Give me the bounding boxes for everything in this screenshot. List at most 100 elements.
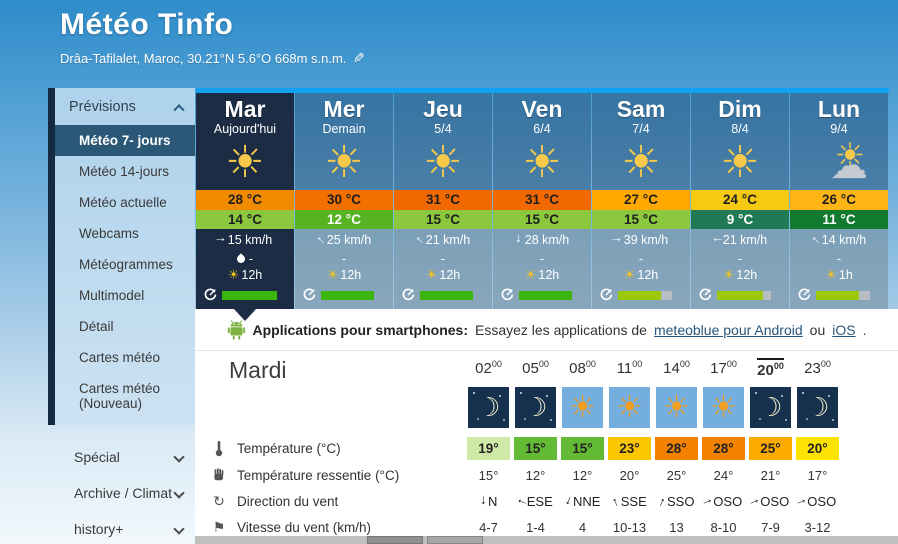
felt-value: 12° <box>525 467 546 483</box>
time-cell[interactable]: 1100 <box>616 359 643 377</box>
sidebar-section-archive-climat[interactable]: Archive / Climat <box>48 475 195 511</box>
day-column-sam[interactable]: Sam 7/4 ☀ 27 °C 15 °C ↑ 39 km/h - ☀ 12h <box>592 93 690 309</box>
sidebar-section-special[interactable]: Spécial <box>48 439 195 475</box>
temp-value: 28° <box>655 436 698 460</box>
sunshine-icon: ☀ <box>722 267 735 282</box>
sidebar-item-detail[interactable]: Détail <box>79 319 114 334</box>
scrollbar-thumb[interactable] <box>427 536 483 544</box>
precipitation-value: - <box>539 251 545 266</box>
time-cell[interactable]: 1700 <box>710 359 737 377</box>
predictability-gauge-icon <box>204 288 217 301</box>
predictability-gauge-icon <box>303 288 316 301</box>
day-name: Mer <box>323 96 365 122</box>
sidebar-item-meteogrammes[interactable]: Météogrammes <box>79 257 173 272</box>
location-line: Drâa-Tafilalet, Maroc, 30.21°N 5.6°O 668… <box>60 50 365 67</box>
sunshine-icon: ☀ <box>227 267 240 282</box>
chevron-down-icon <box>173 523 185 535</box>
wind-speed-row: ⚑ Vitesse du vent (km/h) 4-7 1-4 4 10-13… <box>195 514 898 540</box>
chevron-up-icon <box>173 104 185 116</box>
sunshine-hours: 12h <box>736 268 758 282</box>
day-subtitle: 9/4 <box>830 122 848 136</box>
sidebar-group-header[interactable]: Prévisions <box>55 88 195 125</box>
horizontal-scrollbar[interactable] <box>195 536 898 544</box>
sunshine-icon: ☀ <box>623 267 636 282</box>
predictability-gauge-icon <box>699 288 712 301</box>
hourly-times-row: 0200 0500 0800 1100 1400 1700 2000 2300 <box>195 355 898 381</box>
sun-icon: ☀ <box>609 387 650 428</box>
precipitation-value: - <box>248 251 254 266</box>
precipitation-value: - <box>341 251 347 266</box>
predictability-gauge-icon <box>798 288 811 301</box>
ios-app-link[interactable]: iOS <box>832 321 856 338</box>
moon-icon: ☾ <box>797 387 838 428</box>
high-temp: 28 °C <box>196 190 294 210</box>
wind-direction-row: ↻ Direction du vent ↑ N ↑ ESE ↑ NNE ↑ SSE ↑ S… <box>195 488 898 514</box>
time-cell[interactable]: 0500 <box>522 359 549 377</box>
sidebar-item-meteo-14-jours[interactable]: Météo 14-jours <box>79 164 170 179</box>
day-name: Jeu <box>423 96 463 122</box>
day-name: Lun <box>817 96 861 122</box>
temp-value: 20° <box>796 436 839 460</box>
sidebar-item-webcams[interactable]: Webcams <box>79 226 139 241</box>
sidebar-item-meteo-7-jours[interactable]: Météo 7- jours <box>55 125 195 156</box>
sun-icon: ☀ <box>423 138 463 187</box>
high-temp: 31 °C <box>394 190 492 210</box>
banner-conjunction: ou <box>809 321 826 338</box>
time-cell[interactable]: 0800 <box>569 359 596 377</box>
sidebar-group-label: Prévisions <box>69 99 136 115</box>
wind-speed-value: 10-13 <box>612 519 647 535</box>
smartphone-apps-banner: Applications pour smartphones: Essayez l… <box>195 309 898 351</box>
wind-speed-value: 4 <box>578 519 587 535</box>
seven-day-forecast: Mar Aujourd'hui ☀ 28 °C 14 °C ↑ 15 km/h … <box>196 88 889 321</box>
temp-value: 23° <box>608 436 651 460</box>
moon-icon: ☾ <box>750 387 791 428</box>
moon-icon: ☾ <box>515 387 556 428</box>
sidebar-item-meteo-actuelle[interactable]: Météo actuelle <box>79 195 167 210</box>
day-column-dim[interactable]: Dim 8/4 ☀ 24 °C 9 °C ↑ 21 km/h - ☀ 12h <box>691 93 789 309</box>
felt-value: 25° <box>666 467 687 483</box>
time-cell[interactable]: 2300 <box>804 359 831 377</box>
day-column-lun[interactable]: Lun 9/4 ☀ ☁ 26 °C 11 °C ↑ 14 km/h - ☀ 1h <box>790 93 888 309</box>
sunshine-hours: 12h <box>241 268 263 282</box>
felt-temperature-row: Température ressentie (°C) 15° 12° 12° 2… <box>195 462 898 488</box>
android-app-link[interactable]: meteoblue pour Android <box>653 321 803 338</box>
day-name: Dim <box>718 96 762 122</box>
sun-icon: ☀ <box>324 138 364 187</box>
time-cell[interactable]: 0200 <box>475 359 502 377</box>
banner-period: . <box>862 321 867 338</box>
cloud-icon: ☁ <box>830 145 868 187</box>
wind-speed: 25 km/h <box>326 233 372 247</box>
wind-speed-value: 3-12 <box>804 519 831 535</box>
thermometer-icon <box>215 440 223 456</box>
temp-value: 15° <box>561 436 604 460</box>
detail-panel: Applications pour smartphones: Essayez l… <box>195 309 898 544</box>
time-cell-selected[interactable]: 2000 <box>747 357 794 379</box>
chevron-down-icon <box>173 487 185 499</box>
wind-speed: 15 km/h <box>227 233 273 247</box>
time-cell[interactable]: 1400 <box>663 359 690 377</box>
page-header: Météo Tinfo Drâa-Tafilalet, Maroc, 30.21… <box>60 8 365 67</box>
wind-direction-arrow: ↑ <box>807 231 823 248</box>
sidebar-section-history-plus[interactable]: history+ <box>48 511 195 544</box>
temp-value: 15° <box>514 436 557 460</box>
scrollbar-thumb[interactable] <box>367 536 423 544</box>
sidebar-item-cartes-meteo-nouveau[interactable]: Cartes météo (Nouveau) <box>79 381 161 411</box>
day-column-ven[interactable]: Ven 6/4 ☀ 31 °C 15 °C ↑ 28 km/h - ☀ 12h <box>493 93 591 309</box>
wind-speed: 14 km/h <box>821 233 867 247</box>
sidebar-item-cartes-meteo[interactable]: Cartes météo <box>79 350 161 365</box>
day-column-jeu[interactable]: Jeu 5/4 ☀ 31 °C 15 °C ↑ 21 km/h - ☀ 12h <box>394 93 492 309</box>
hourly-icons-row: ☾ ☾ ☀ ☀ ☀ ☀ ☾ ☾ <box>195 383 898 432</box>
day-subtitle: Demain <box>322 122 366 136</box>
edit-location-icon[interactable]: ✎ <box>353 50 366 66</box>
sidebar-group-previsions: Prévisions Météo 7- jours Météo 14-jours… <box>48 88 195 425</box>
wind-direction-arrow: ↑ <box>708 236 724 243</box>
day-column-mer[interactable]: Mer Demain ☀ 30 °C 12 °C ↑ 25 km/h - ☀ 12… <box>295 93 393 309</box>
predictability-bar <box>816 290 876 300</box>
high-temp: 24 °C <box>691 190 789 210</box>
sun-icon: ☀ <box>225 138 265 187</box>
day-subtitle: 5/4 <box>434 122 452 136</box>
sunshine-hours: 12h <box>340 268 362 282</box>
day-column-mar[interactable]: Mar Aujourd'hui ☀ 28 °C 14 °C ↑ 15 km/h … <box>196 93 294 309</box>
sidebar-item-multimodel[interactable]: Multimodel <box>79 288 145 303</box>
precipitation-value: - <box>737 251 743 266</box>
